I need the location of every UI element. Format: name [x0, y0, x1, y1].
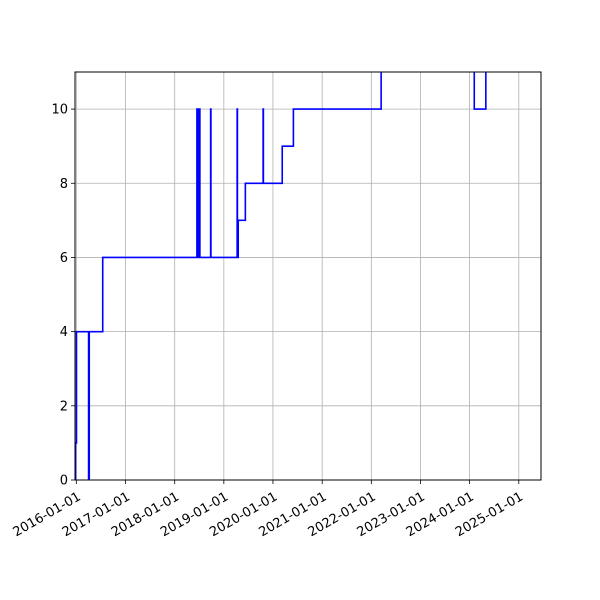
y-tick-label: 8	[60, 177, 68, 192]
plot-area	[75, 72, 541, 480]
series-group	[75, 72, 487, 480]
series-line	[75, 72, 487, 480]
y-tick-label: 4	[60, 325, 68, 340]
y-tick-label: 0	[60, 474, 68, 489]
y-tick-label: 10	[51, 103, 68, 118]
plot-frame	[74, 71, 542, 481]
y-tick-label: 2	[60, 399, 68, 414]
y-tick-label: 6	[60, 251, 68, 266]
